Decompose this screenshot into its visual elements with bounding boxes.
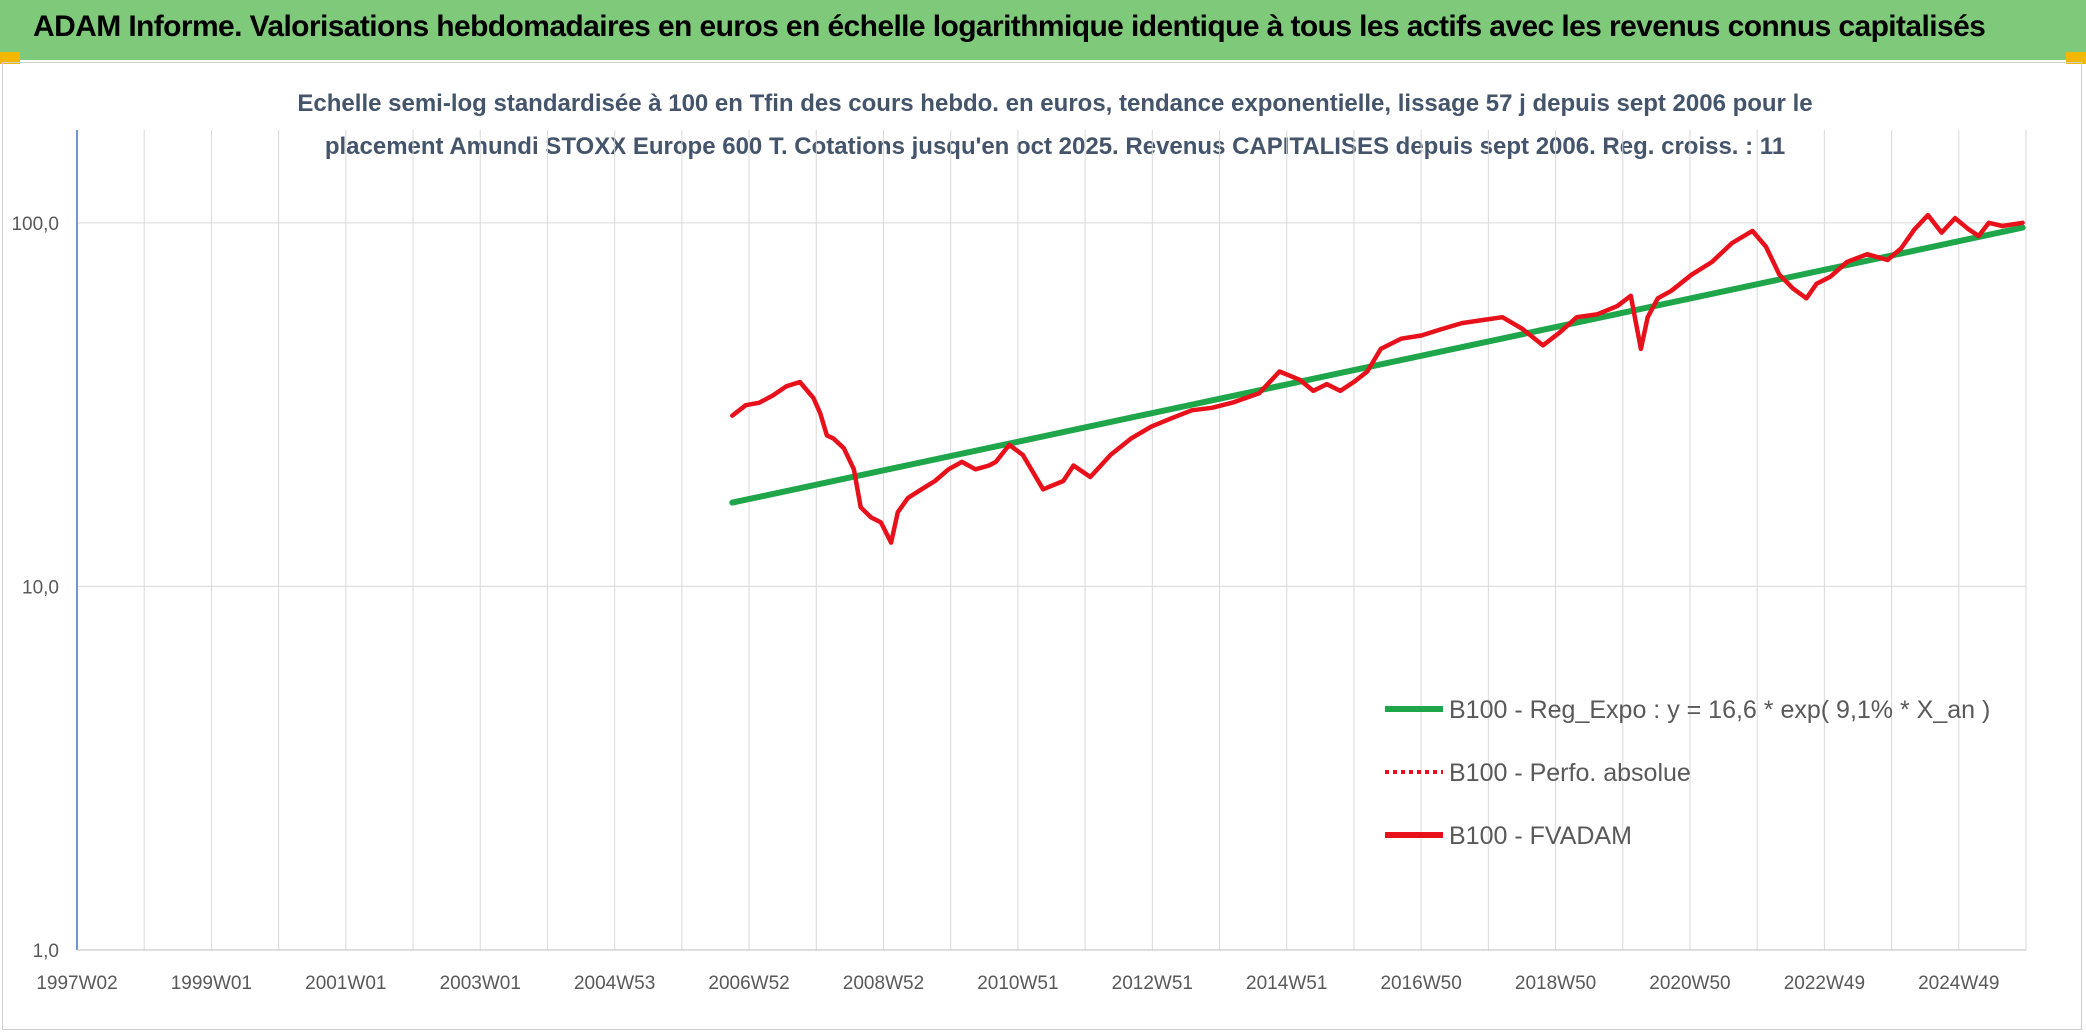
- series: [729, 212, 2026, 545]
- x-tick-label: 1997W02: [36, 973, 117, 994]
- x-tick-label: 2008W52: [843, 973, 924, 994]
- x-tick-label: 2006W52: [708, 973, 789, 994]
- y-tick-label: 100,0: [11, 214, 59, 235]
- chart-title-line2: placement Amundi STOXX Europe 600 T. Cot…: [324, 133, 1786, 160]
- x-tick-label: 2022W49: [1784, 973, 1865, 994]
- page-title: ADAM Informe. Valorisations hebdomadaire…: [33, 10, 1986, 43]
- x-tick-label: 2010W51: [977, 973, 1058, 994]
- x-tick-label: 2003W01: [440, 973, 521, 994]
- legend: B100 - Reg_Expo : y = 16,6 * exp( 9,1% *…: [1385, 696, 1990, 850]
- y-tick-label: 10,0: [22, 577, 59, 598]
- x-tick-label: 2014W51: [1246, 973, 1327, 994]
- x-tick-label: 2018W50: [1515, 973, 1596, 994]
- grid: [77, 130, 2027, 951]
- legend-label-1: B100 - Perfo. absolue: [1449, 759, 1691, 787]
- legend-label-2: B100 - FVADAM: [1449, 822, 1632, 850]
- corner-marker-left: [0, 52, 20, 64]
- series-line-0: [729, 224, 2026, 506]
- header-banner: ADAM Informe. Valorisations hebdomadaire…: [0, 0, 2086, 60]
- corner-marker-right: [2066, 52, 2086, 64]
- x-tick-label: 2001W01: [305, 973, 386, 994]
- x-tick-label: 1999W01: [171, 973, 252, 994]
- y-tick-label: 1,0: [33, 941, 59, 962]
- x-tick-label: 2012W51: [1112, 973, 1193, 994]
- x-tick-label: 2004W53: [574, 973, 655, 994]
- x-tick-label: 2020W50: [1649, 973, 1730, 994]
- x-tick-label: 2016W50: [1380, 973, 1461, 994]
- series-line-2: [730, 212, 2025, 545]
- chart-title-line1: Echelle semi-log standardisée à 100 en T…: [297, 90, 1813, 117]
- chart-frame: [2, 62, 2082, 1030]
- x-tick-label: 2024W49: [1918, 973, 1999, 994]
- axes: 100,0 10,0 1,0 1997W02 1999W01 2001W01 2003W01…: [11, 130, 2026, 994]
- legend-label-0: B100 - Reg_Expo : y = 16,6 * exp( 9,1% *…: [1449, 696, 1990, 724]
